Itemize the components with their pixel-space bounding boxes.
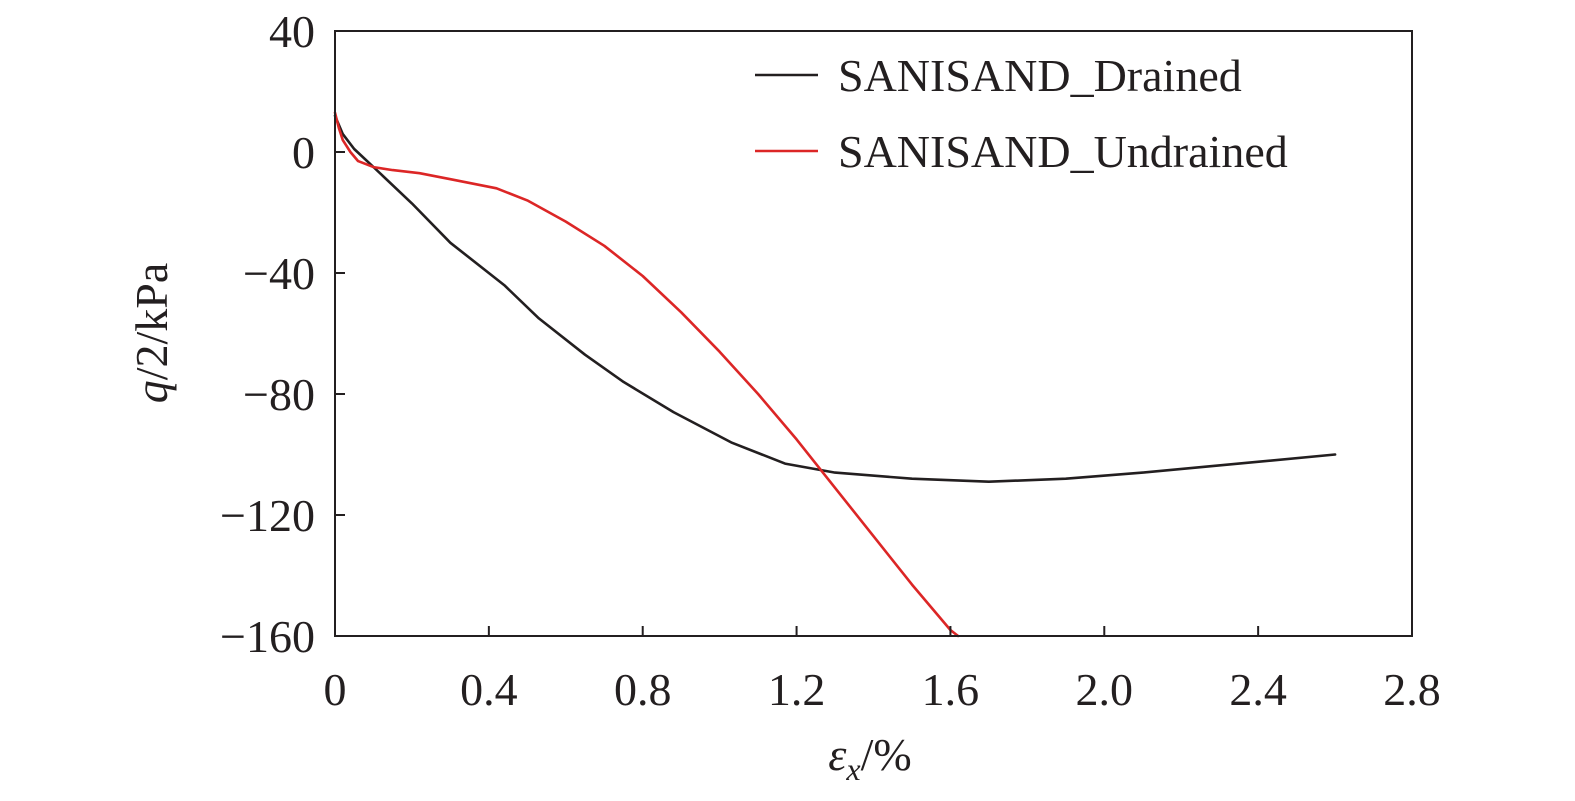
legend: SANISAND_Drained SANISAND_Undrained (755, 50, 1288, 177)
y-tick-label: −40 (243, 248, 315, 299)
x-tick-label: 2.0 (1076, 664, 1134, 715)
plot-frame (334, 30, 1413, 637)
x-axis: 0 0.4 0.8 1.2 1.6 2.0 2.4 2.8 (324, 626, 1441, 715)
legend-label-undrained: SANISAND_Undrained (838, 126, 1288, 177)
y-tick-label: −120 (220, 490, 315, 541)
x-tick-label: 1.6 (922, 664, 980, 715)
y-axis-label-symbol: q (126, 380, 177, 403)
y-axis: 40 0 −40 −80 −120 −160 (220, 6, 345, 662)
plot-series (333, 111, 1337, 638)
series-line-drained (333, 114, 1337, 484)
x-tick-label: 2.8 (1383, 664, 1441, 715)
legend-label-drained: SANISAND_Drained (838, 50, 1242, 101)
y-tick-label: −80 (243, 369, 315, 420)
x-axis-label-subscript: x (845, 751, 860, 787)
x-tick-label: 2.4 (1229, 664, 1287, 715)
x-axis-label-unit: /% (861, 729, 912, 780)
y-tick-label: 40 (269, 6, 315, 57)
x-axis-label: εx/% (828, 729, 911, 787)
x-tick-label: 0 (324, 664, 347, 715)
x-tick-label: 0.8 (614, 664, 672, 715)
y-tick-label: −160 (220, 611, 315, 662)
y-tick-label: 0 (292, 127, 315, 178)
y-axis-label: q/2/kPa (126, 263, 177, 404)
x-tick-label: 1.2 (768, 664, 826, 715)
x-tick-label: 0.4 (460, 664, 518, 715)
x-axis-label-symbol: ε (828, 729, 847, 780)
series-line-undrained (333, 111, 960, 638)
y-axis-label-unit: /2/kPa (126, 263, 177, 381)
